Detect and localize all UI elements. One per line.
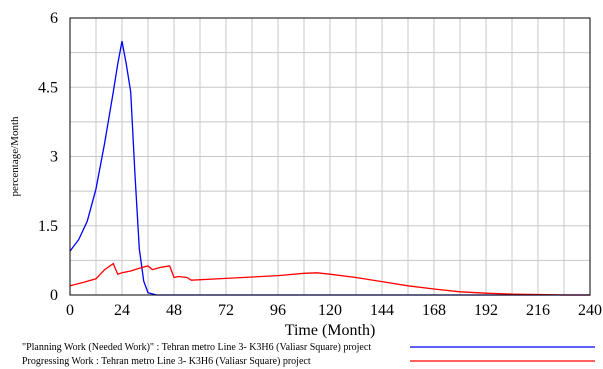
x-tick-label: 48 [166,302,182,319]
y-tick-label: 6 [50,10,58,27]
x-tick-label: 96 [270,302,286,319]
series-line-1 [69,40,590,296]
plot-frame [69,17,591,296]
y-tick-label: 3 [50,149,58,166]
series-line-2 [69,262,590,296]
y-tick-label: 0 [50,287,58,304]
x-tick-label: 192 [474,302,498,319]
legend-label-2: Progressing Work : Tehran metro Line 3- … [22,356,311,367]
x-tick-label: 240 [578,302,602,319]
x-tick-label: 216 [526,302,550,319]
y-tick-label: 4.5 [38,79,58,96]
x-tick-label: 168 [422,302,446,319]
x-axis-title: Time (Month) [285,322,376,339]
x-axis-ticks: 0 24 48 72 96 120 144 168 192 216 240 [66,302,602,319]
y-tick-label: 1.5 [38,218,58,235]
x-tick-label: 72 [218,302,234,319]
x-tick-label: 144 [370,302,394,319]
x-tick-label: 0 [66,302,74,319]
y-axis-ticks: 0 1.5 3 4.5 6 [38,10,58,304]
grid-lines [70,18,590,295]
series-lines [69,40,590,296]
x-tick-label: 120 [318,302,342,319]
legend-label-1: "Planning Work (Needed Work)" : Tehran m… [22,342,371,353]
y-axis-title: percentage/Month [9,116,21,197]
x-tick-label: 24 [114,302,130,319]
legend: "Planning Work (Needed Work)" : Tehran m… [22,342,595,367]
